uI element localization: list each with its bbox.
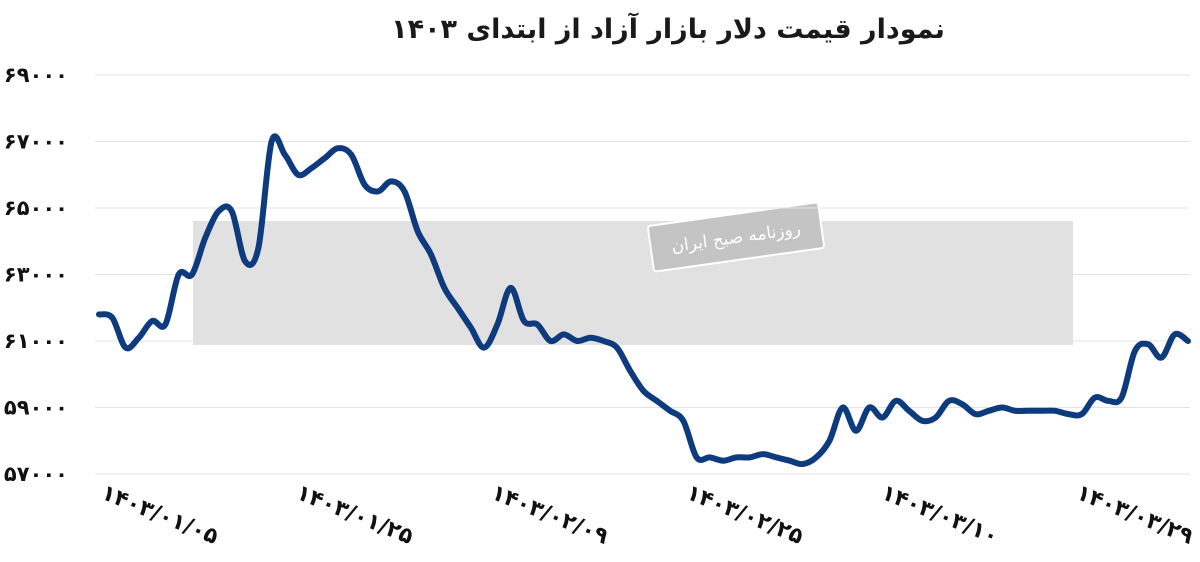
y-tick-label: ۶۹۰۰۰	[4, 63, 68, 87]
watermark-band	[193, 221, 1073, 345]
x-tick-label: ۱۴۰۳/۰۱/۲۵	[293, 480, 417, 549]
y-tick-label: ۶۷۰۰۰	[4, 130, 68, 154]
series-line	[96, 133, 1191, 468]
x-tick-label: ۱۴۰۳/۰۱/۰۵	[98, 480, 222, 549]
x-tick-label: ۱۴۰۳/۰۲/۰۹	[488, 480, 612, 549]
x-axis-ticks: ۱۴۰۳/۰۱/۰۵ ۱۴۰۳/۰۱/۲۵ ۱۴۰۳/۰۲/۰۹ ۱۴۰۳/۰۲/۲۵…	[98, 480, 1197, 549]
x-tick-label: ۱۴۰۳/۰۲/۲۵	[683, 480, 807, 549]
watermark: روزنامه صبح ایران	[193, 201, 1073, 345]
series-layer	[96, 133, 1191, 468]
watermark-badge	[647, 201, 825, 273]
y-tick-label: ۵۷۰۰۰	[4, 462, 68, 486]
y-tick-label: ۶۱۰۰۰	[4, 329, 68, 353]
chart-title: نمودار قیمت دلار بازار آزاد از ابتدای ۱۴…	[391, 12, 945, 45]
y-tick-label: ۶۵۰۰۰	[4, 196, 68, 220]
gridlines	[95, 74, 1190, 475]
y-tick-label: ۵۹۰۰۰	[4, 396, 68, 420]
y-axis-ticks: ۶۹۰۰۰ ۶۷۰۰۰ ۶۵۰۰۰ ۶۳۰۰۰ ۶۱۰۰۰ ۵۹۰۰۰ ۵۷۰۰۰	[4, 63, 68, 486]
y-tick-label: ۶۳۰۰۰	[4, 263, 68, 287]
x-tick-label: ۱۴۰۳/۰۳/۱۰	[878, 480, 1002, 549]
x-tick-label: ۱۴۰۳/۰۳/۲۹	[1073, 480, 1197, 549]
